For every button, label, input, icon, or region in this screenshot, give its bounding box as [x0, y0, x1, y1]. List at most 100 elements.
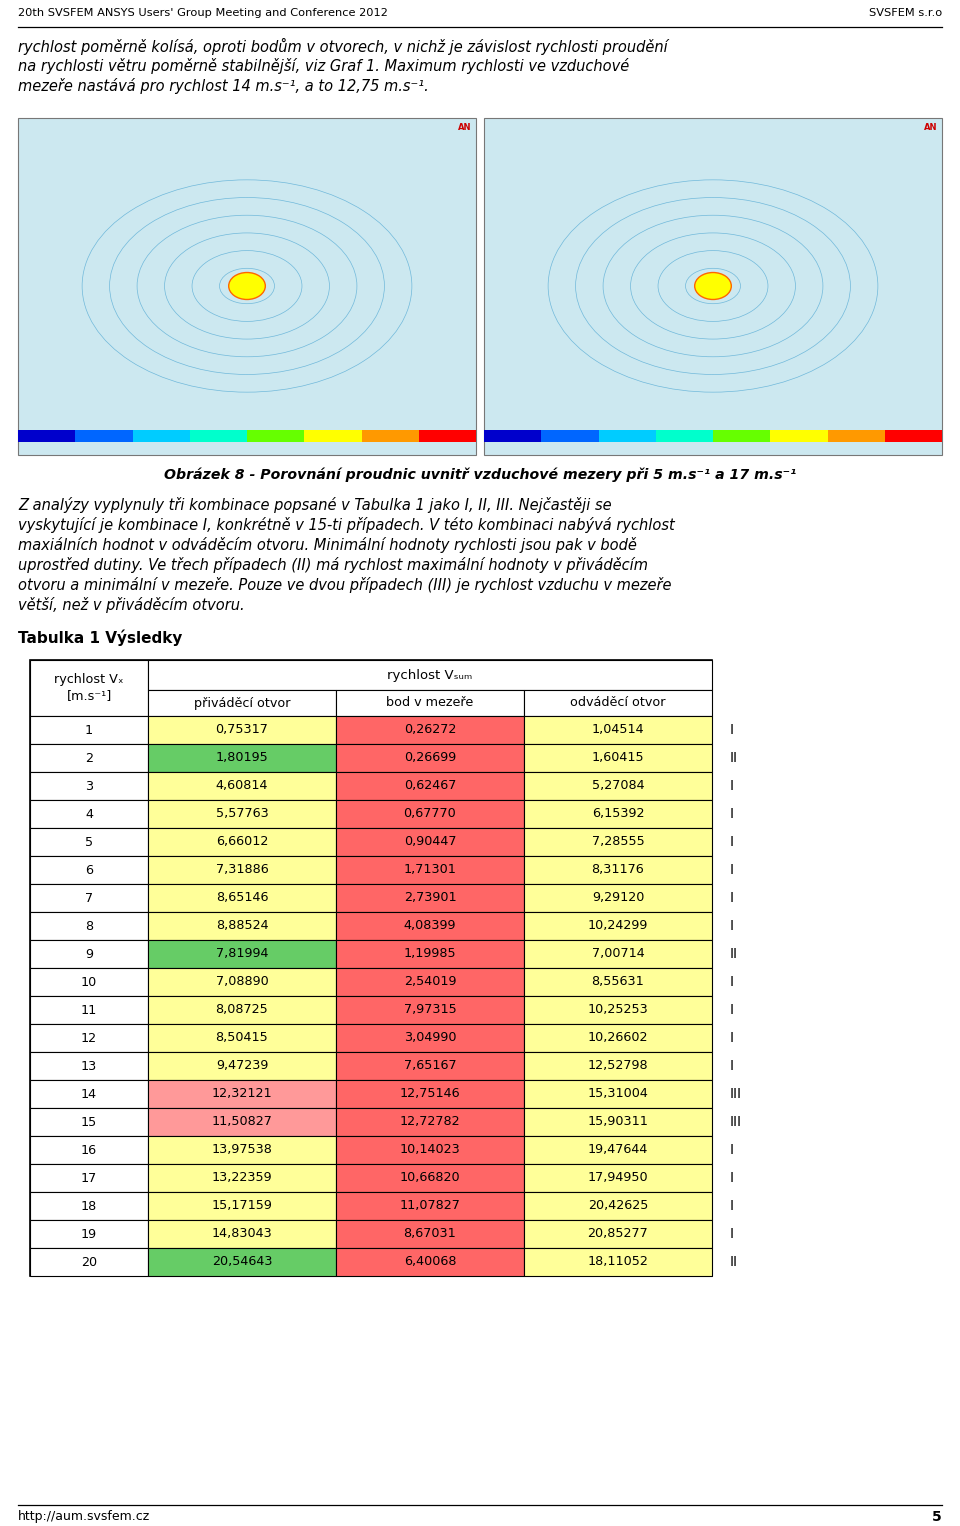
- Text: 20,54643: 20,54643: [212, 1256, 273, 1268]
- Bar: [30, 772, 148, 800]
- Bar: [30, 661, 712, 1276]
- Text: 16: 16: [81, 1143, 97, 1157]
- Text: 5: 5: [932, 1511, 942, 1524]
- Bar: [419, 430, 476, 443]
- Text: 0,90447: 0,90447: [404, 836, 456, 848]
- Bar: [524, 1135, 712, 1164]
- Text: AN: AN: [924, 124, 937, 133]
- Text: 1,71301: 1,71301: [403, 864, 456, 876]
- Text: III: III: [730, 1087, 742, 1100]
- Bar: [304, 430, 362, 443]
- Text: II: II: [730, 751, 738, 765]
- Text: [m.s⁻¹]: [m.s⁻¹]: [66, 690, 111, 702]
- Bar: [30, 1135, 148, 1164]
- Text: 0,26272: 0,26272: [404, 723, 456, 737]
- Bar: [336, 856, 524, 884]
- Bar: [336, 1192, 524, 1219]
- Bar: [30, 716, 148, 745]
- Bar: [656, 430, 713, 443]
- Text: 5,57763: 5,57763: [216, 807, 269, 821]
- Text: SVSFEM s.r.o: SVSFEM s.r.o: [869, 8, 942, 18]
- Bar: [336, 690, 524, 716]
- Text: na rychlosti větru poměrně stabilnější, viz Graf 1. Maximum rychlosti ve vzducho: na rychlosti větru poměrně stabilnější, …: [18, 58, 629, 73]
- Text: 12: 12: [81, 1032, 97, 1044]
- Bar: [148, 745, 336, 772]
- Bar: [190, 430, 247, 443]
- Bar: [336, 884, 524, 913]
- Bar: [148, 661, 712, 690]
- Bar: [336, 772, 524, 800]
- Text: 10: 10: [81, 975, 97, 989]
- Text: 1,60415: 1,60415: [591, 751, 644, 765]
- Text: 8,67031: 8,67031: [403, 1227, 456, 1241]
- Text: 0,67770: 0,67770: [403, 807, 456, 821]
- Text: 4,08399: 4,08399: [404, 920, 456, 932]
- Bar: [336, 745, 524, 772]
- Bar: [148, 940, 336, 967]
- Text: 12,52798: 12,52798: [588, 1059, 648, 1073]
- Text: 4,60814: 4,60814: [216, 780, 268, 792]
- Bar: [30, 1080, 148, 1108]
- Bar: [336, 1248, 524, 1276]
- Text: I: I: [730, 919, 734, 932]
- Bar: [524, 967, 712, 996]
- Text: 1: 1: [84, 723, 93, 737]
- Bar: [18, 430, 75, 443]
- Text: III: III: [730, 1116, 742, 1129]
- Bar: [524, 1192, 712, 1219]
- Bar: [524, 716, 712, 745]
- Text: 20,42625: 20,42625: [588, 1199, 648, 1213]
- Text: 6,66012: 6,66012: [216, 836, 268, 848]
- Bar: [30, 661, 148, 716]
- Bar: [336, 1108, 524, 1135]
- Text: 11,07827: 11,07827: [399, 1199, 461, 1213]
- Text: mezeře nastává pro rychlost 14 m.s⁻¹, a to 12,75 m.s⁻¹.: mezeře nastává pro rychlost 14 m.s⁻¹, a …: [18, 78, 429, 95]
- Text: 12,72782: 12,72782: [399, 1116, 460, 1129]
- Bar: [524, 1024, 712, 1051]
- Bar: [336, 800, 524, 829]
- Text: I: I: [730, 1032, 734, 1045]
- Bar: [484, 430, 541, 443]
- Bar: [30, 884, 148, 913]
- Bar: [713, 430, 770, 443]
- Bar: [75, 430, 132, 443]
- Text: 18: 18: [81, 1199, 97, 1213]
- Text: 17: 17: [81, 1172, 97, 1184]
- Bar: [30, 996, 148, 1024]
- Text: 20: 20: [81, 1256, 97, 1268]
- Bar: [148, 1248, 336, 1276]
- Text: 15,17159: 15,17159: [211, 1199, 273, 1213]
- Bar: [148, 1051, 336, 1080]
- Text: 8: 8: [84, 920, 93, 932]
- Bar: [524, 913, 712, 940]
- Text: 5: 5: [84, 836, 93, 848]
- Text: 3,04990: 3,04990: [404, 1032, 456, 1044]
- Bar: [524, 856, 712, 884]
- Bar: [336, 967, 524, 996]
- Text: 6: 6: [85, 864, 93, 876]
- Text: 1,04514: 1,04514: [591, 723, 644, 737]
- Bar: [524, 1248, 712, 1276]
- Bar: [148, 1219, 336, 1248]
- Bar: [336, 1135, 524, 1164]
- Bar: [524, 940, 712, 967]
- Ellipse shape: [228, 273, 265, 299]
- Text: I: I: [730, 975, 734, 989]
- Bar: [30, 967, 148, 996]
- Text: rychlost poměrně kolísá, oproti bodům v otvorech, v nichž je závislost rychlosti: rychlost poměrně kolísá, oproti bodům v …: [18, 38, 668, 55]
- Text: I: I: [730, 864, 734, 877]
- Bar: [524, 1051, 712, 1080]
- Text: 7,81994: 7,81994: [216, 948, 268, 960]
- Bar: [148, 1024, 336, 1051]
- Text: odváděcí otvor: odváděcí otvor: [570, 696, 665, 710]
- Bar: [132, 430, 190, 443]
- Text: 10,25253: 10,25253: [588, 1004, 648, 1016]
- Bar: [148, 716, 336, 745]
- Text: I: I: [730, 1003, 734, 1016]
- Bar: [598, 430, 656, 443]
- Text: 19: 19: [81, 1227, 97, 1241]
- Bar: [30, 1051, 148, 1080]
- Text: 7,00714: 7,00714: [591, 948, 644, 960]
- Bar: [524, 690, 712, 716]
- Text: 8,55631: 8,55631: [591, 975, 644, 989]
